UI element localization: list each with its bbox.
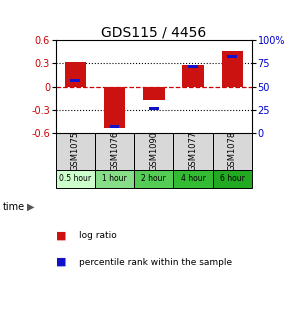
Bar [104,86,125,128]
Text: ■: ■ [56,230,66,240]
Text: percentile rank within the sample: percentile rank within the sample [79,258,232,266]
Text: time: time [3,202,25,212]
Bar [56,133,95,170]
Text: 2 hour: 2 hour [142,174,166,183]
Bar [56,170,95,188]
Text: log ratio: log ratio [79,231,117,240]
Text: GSM1075: GSM1075 [71,131,80,171]
Bar [188,65,198,68]
Text: 0.5 hour: 0.5 hour [59,174,91,183]
Bar [134,170,173,188]
Bar [134,133,173,170]
Text: ■: ■ [56,257,66,267]
Bar [110,125,120,128]
Bar [222,51,243,86]
Bar [143,86,165,100]
Bar [173,170,213,188]
Bar [95,133,134,170]
Text: 4 hour: 4 hour [181,174,205,183]
Text: 1 hour: 1 hour [102,174,127,183]
Title: GDS115 / 4456: GDS115 / 4456 [101,25,207,39]
Text: GSM1077: GSM1077 [189,131,197,171]
Bar [182,65,204,86]
Text: ▶: ▶ [27,202,35,212]
Bar [227,55,237,58]
Bar [213,170,252,188]
Bar [173,133,213,170]
Bar [149,107,159,110]
Bar [64,62,86,86]
Text: 6 hour: 6 hour [220,174,245,183]
Text: GSM1090: GSM1090 [149,131,158,171]
Bar [213,133,252,170]
Bar [95,170,134,188]
Text: GSM1076: GSM1076 [110,131,119,171]
Bar [70,79,80,82]
Text: GSM1078: GSM1078 [228,131,237,171]
